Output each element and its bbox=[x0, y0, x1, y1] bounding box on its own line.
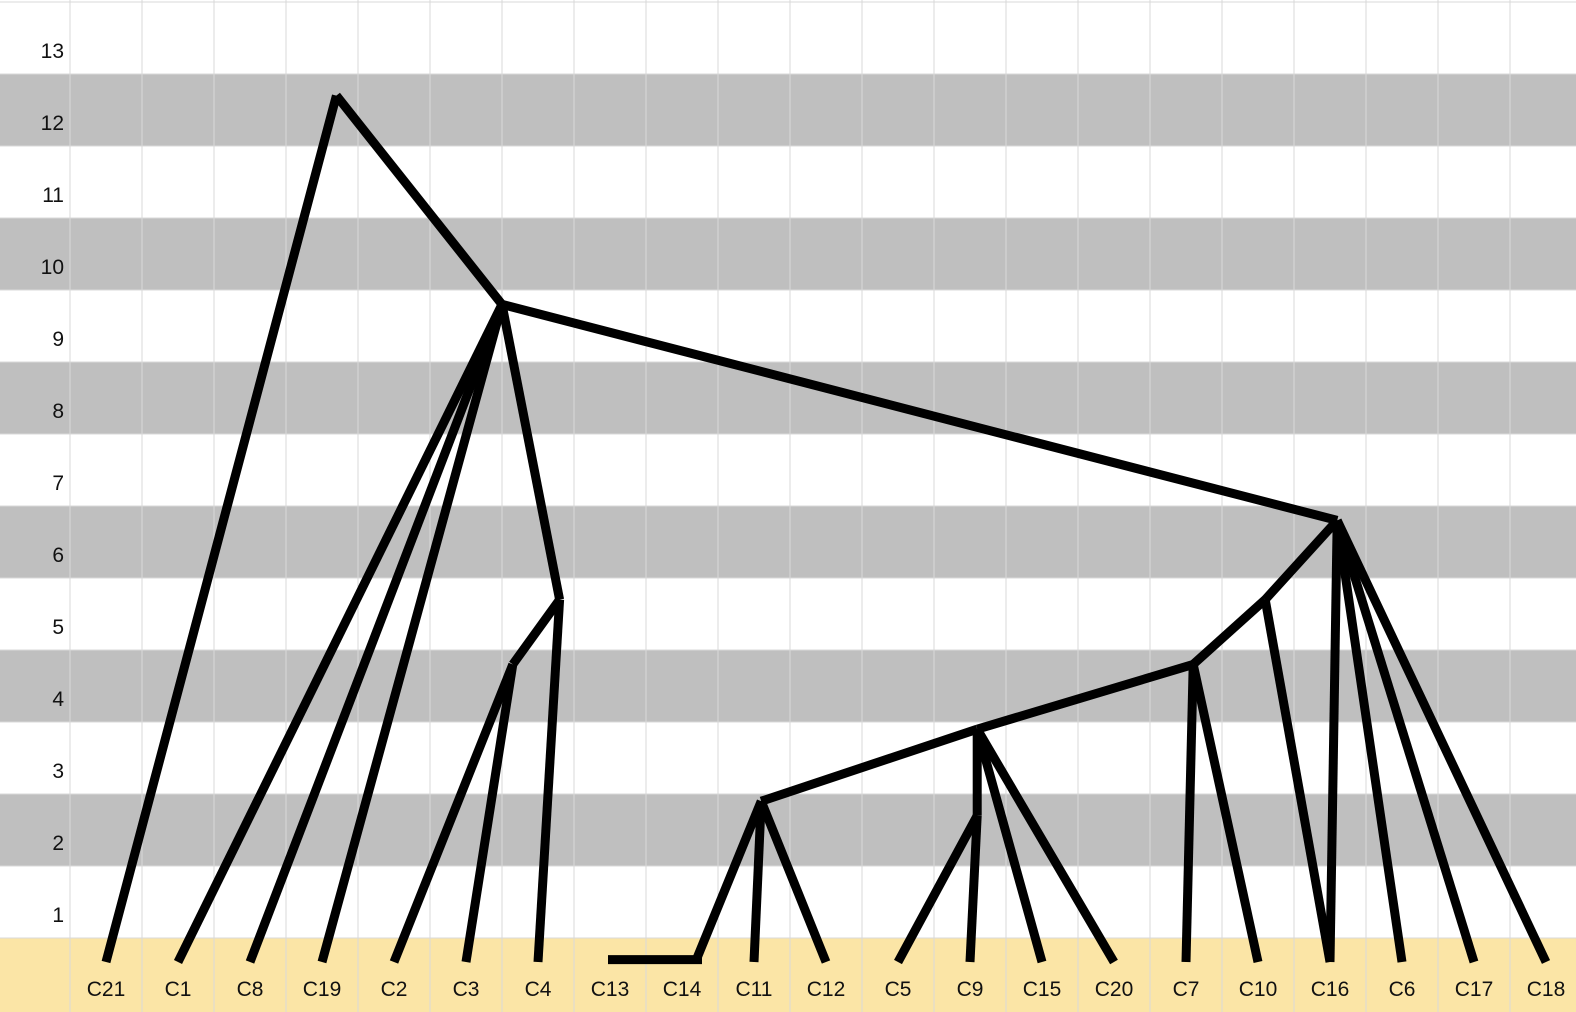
edge-n9-n6 bbox=[500, 300, 1339, 525]
leaf-label-c12: C12 bbox=[807, 978, 846, 1001]
leaf-label-c21: C21 bbox=[87, 978, 126, 1001]
leaf-row-band bbox=[0, 938, 1576, 1012]
leaf-labels: C21 C1 C8 C19 C2 C3 C4 C13 C14 C11 C12 C5 C9 C15 C20 C7… bbox=[87, 978, 1566, 1001]
leaf-label-c10: C10 bbox=[1239, 978, 1278, 1001]
leaf-label-c17: C17 bbox=[1455, 978, 1494, 1001]
leaf-label-c15: C15 bbox=[1023, 978, 1062, 1001]
edge-n2a-C11 bbox=[749, 800, 766, 963]
leaf-label-c8: C8 bbox=[237, 978, 264, 1001]
band-row-10 bbox=[0, 218, 1576, 290]
edge-n3-n2a bbox=[759, 724, 979, 806]
leaf-label-c2: C2 bbox=[381, 978, 408, 1001]
leaf-label-c18: C18 bbox=[1527, 978, 1566, 1001]
leaf-label-c4: C4 bbox=[525, 978, 552, 1001]
edge-n4b-n3 bbox=[975, 660, 1195, 734]
y-label: 5 bbox=[52, 616, 64, 639]
edge-n5a-n4a bbox=[509, 596, 564, 668]
y-label: 7 bbox=[52, 472, 64, 495]
edge-n2b-C9 bbox=[965, 815, 982, 963]
edge-n4a-C2 bbox=[389, 662, 517, 964]
edge-n6-C6 bbox=[1332, 519, 1407, 963]
edge-n6-C18 bbox=[1333, 518, 1551, 964]
edge-n2a-nbar bbox=[692, 799, 766, 962]
y-label: 3 bbox=[52, 760, 64, 783]
leaf-label-c11: C11 bbox=[736, 978, 773, 1001]
y-label: 10 bbox=[41, 256, 64, 279]
band-row-8 bbox=[0, 362, 1576, 434]
edge-n2b-C5 bbox=[894, 813, 982, 965]
edge-n9-C19 bbox=[317, 303, 507, 964]
band-row-2 bbox=[0, 794, 1576, 866]
leaf-label-c3: C3 bbox=[453, 978, 480, 1001]
edge-n5b-C16 bbox=[1260, 598, 1335, 963]
edge-root-C21 bbox=[101, 94, 341, 964]
leaf-label-c5: C5 bbox=[885, 978, 912, 1001]
edge-n6-C17 bbox=[1332, 519, 1479, 964]
edge-n2a-C12 bbox=[757, 799, 831, 964]
y-label: 9 bbox=[52, 328, 64, 351]
edge-n3-C15 bbox=[972, 727, 1047, 964]
y-label: 12 bbox=[41, 112, 64, 135]
leaf-label-c9: C9 bbox=[957, 978, 984, 1001]
edge-n6-n5b bbox=[1261, 517, 1341, 603]
band-row-4 bbox=[0, 650, 1576, 722]
edge-n6-C16 bbox=[1325, 520, 1342, 963]
edge-n4a-C3 bbox=[461, 663, 518, 963]
edge-n4b-C7 bbox=[1181, 664, 1198, 963]
y-axis-labels: 13 12 11 10 9 8 7 6 5 4 3 2 1 bbox=[41, 40, 65, 927]
leaf-label-c1: C1 bbox=[165, 978, 192, 1001]
y-label: 1 bbox=[52, 904, 64, 927]
edge-n9-n5a bbox=[497, 303, 565, 601]
leaf-label-c13: C13 bbox=[591, 978, 630, 1001]
band-row-12 bbox=[0, 74, 1576, 146]
edge-n4b-C10 bbox=[1188, 663, 1263, 963]
edge-root-n9 bbox=[332, 92, 506, 308]
leaf-label-c14: C14 bbox=[663, 978, 702, 1001]
edge-n5a-C4 bbox=[533, 599, 565, 963]
edge-n9-C8 bbox=[245, 302, 507, 964]
leaf-label-c16: C16 bbox=[1311, 978, 1350, 1001]
edge-n9-C1 bbox=[173, 302, 507, 964]
leaf-label-c19: C19 bbox=[303, 978, 342, 1001]
edge-n3-C20 bbox=[973, 726, 1118, 965]
y-label: 8 bbox=[52, 400, 64, 423]
leaf-label-c7: C7 bbox=[1173, 978, 1200, 1001]
y-label: 13 bbox=[41, 40, 64, 63]
y-label: 4 bbox=[52, 688, 64, 711]
leaf-label-c20: C20 bbox=[1095, 978, 1134, 1001]
leaf-label-c6: C6 bbox=[1389, 978, 1416, 1001]
y-label: 6 bbox=[52, 544, 64, 567]
edge-n5b-n4b bbox=[1190, 596, 1269, 668]
y-label: 2 bbox=[52, 832, 64, 855]
tree-edges bbox=[101, 92, 1551, 965]
y-label: 11 bbox=[42, 184, 64, 207]
